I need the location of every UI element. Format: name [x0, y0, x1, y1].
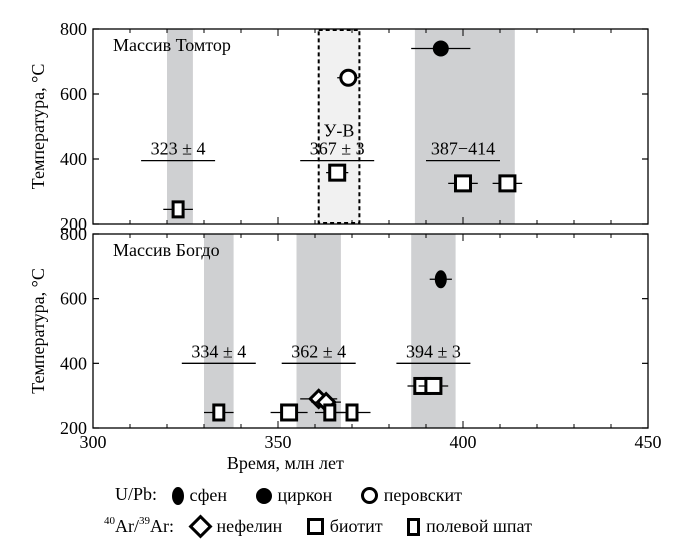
x-tick-label-400: 400 [450, 432, 477, 452]
legend-arar-label: 40Ar/39Ar: [104, 514, 174, 537]
point-feldspar-1-1 [323, 403, 337, 422]
dashed-band-label-0: У-В [324, 120, 355, 140]
point-biotite-0-0 [328, 163, 347, 182]
age-label-0-1: 367 ± 3 [310, 139, 365, 159]
legend-upb-label: U/Pb: [115, 484, 158, 505]
panel-frame-0 [92, 28, 649, 225]
y-tick-label-1-800: 800 [60, 224, 87, 244]
age-label-1-1: 362 ± 4 [291, 341, 346, 361]
point-biotite-0-2 [498, 174, 517, 193]
legend-sphene: сфен [171, 484, 227, 506]
point-biotite-1-2 [424, 376, 443, 395]
panel-label-1: Массив Богдо [113, 240, 220, 260]
point-feldspar-1-2 [345, 403, 359, 422]
y-tick-label-0-200: 200 [60, 214, 87, 234]
x-axis-label: Время, млн лет [227, 453, 344, 473]
age-label-1-2: 394 ± 3 [406, 341, 461, 361]
y-tick-label-1-400: 400 [60, 353, 87, 373]
feldspar-marker-icon [407, 517, 421, 536]
age-label-1-0: 334 ± 4 [191, 341, 246, 361]
biotite-marker-icon [306, 518, 324, 536]
legend-biotite: биотит [306, 515, 383, 537]
legend-row-upb: U/Pb: сфен циркон перовскит [115, 483, 462, 506]
point-zircon-0-0 [432, 40, 449, 57]
sphene-marker-icon [171, 486, 184, 505]
zircon-marker-icon [255, 487, 272, 504]
point-feldspar-0-0 [171, 200, 185, 219]
y-tick-label-0-400: 400 [60, 149, 87, 169]
x-tick-label-300: 300 [80, 432, 107, 452]
y-tick-label-1-200: 200 [60, 418, 87, 438]
legend-row-arar: 40Ar/39Ar: нефелин биотит полевой шпат [104, 514, 532, 539]
y-axis-label-1: Температура, °C [28, 268, 48, 394]
y-tick-label-1-600: 600 [60, 289, 87, 309]
x-tick-label-350: 350 [265, 432, 292, 452]
y-tick-label-0-600: 600 [60, 84, 87, 104]
age-band-1-0 [204, 234, 234, 428]
point-feldspar-1-0 [212, 403, 226, 422]
y-tick-label-0-800: 800 [60, 19, 87, 39]
legend-nepheline: нефелин [187, 514, 282, 539]
x-tick-label-450: 450 [635, 432, 662, 452]
chart-canvas: У-В 200 400 600 800 Температура, °C Массив Том… [28, 19, 662, 473]
panel-label-0: Массив Томтор [113, 35, 231, 55]
age-band-1-2 [411, 234, 456, 428]
panel-frame-1 [92, 233, 649, 429]
legend-zircon: циркон [255, 484, 332, 506]
perovskite-marker-icon [360, 487, 378, 505]
age-label-0-2: 387−414 [431, 139, 495, 159]
nepheline-marker-icon [187, 514, 213, 539]
legend-feldspar: полевой шпат [407, 515, 532, 537]
dashed-band-0 [317, 29, 361, 224]
point-biotite-1-0 [280, 403, 299, 422]
point-sphene-1-0 [434, 270, 447, 289]
age-band-0-0 [167, 29, 193, 224]
age-band-0-1 [414, 29, 515, 224]
legend-perovskite: перовскит [360, 484, 462, 506]
age-label-0-0: 323 ± 4 [151, 139, 206, 159]
point-perovskite-0-0 [339, 68, 358, 87]
point-biotite-0-1 [454, 174, 472, 193]
legend: U/Pb: сфен циркон перовскит 40Ar/39Ar: н… [0, 476, 682, 557]
y-axis-label-0: Температура, °C [28, 64, 48, 190]
